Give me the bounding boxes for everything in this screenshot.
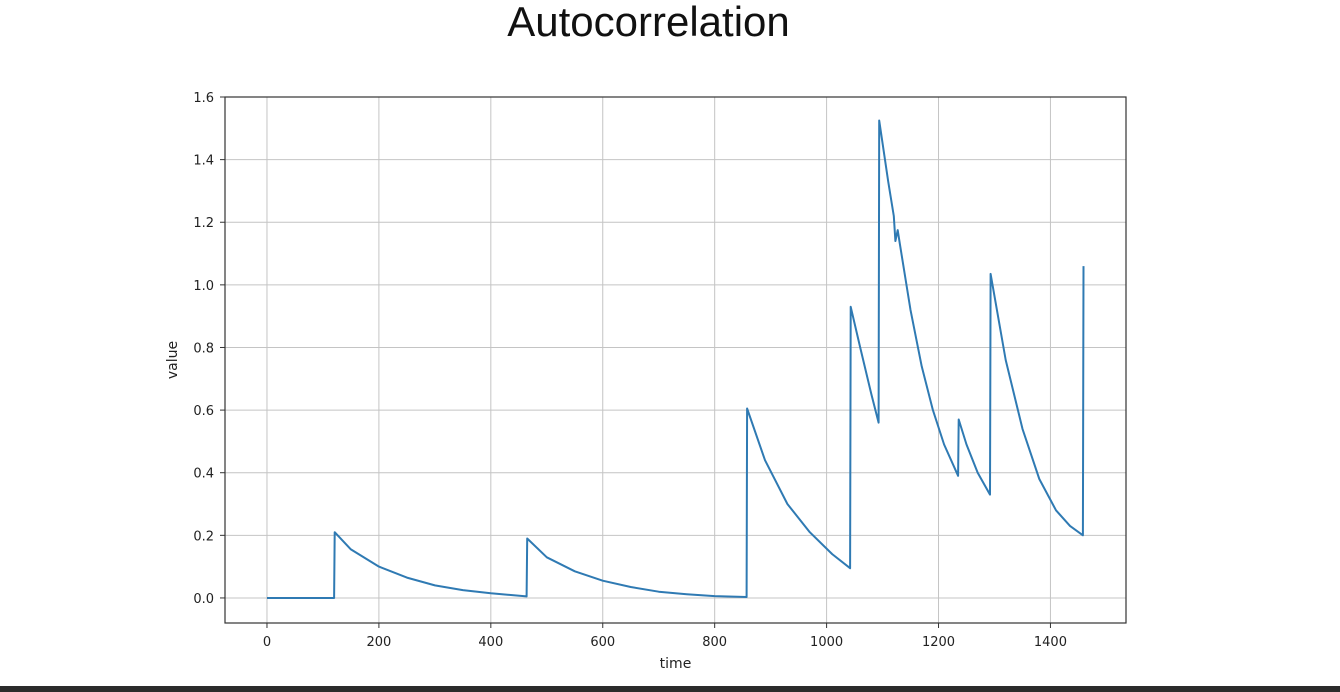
chart-title: Autocorrelation xyxy=(507,0,790,45)
y-tick-label: 1.2 xyxy=(193,216,214,231)
y-tick-label: 1.4 xyxy=(193,154,214,169)
x-tick-label: 0 xyxy=(263,635,271,650)
y-tick-label: 0.2 xyxy=(193,529,214,544)
grid-lines xyxy=(225,96,1126,623)
y-tick-label: 1.0 xyxy=(193,279,214,294)
x-tick-label: 200 xyxy=(366,635,391,650)
x-tick-label: 800 xyxy=(702,635,727,650)
bottom-bar xyxy=(0,686,1340,692)
x-tick-label: 1200 xyxy=(922,635,955,650)
y-tick-label: 0.4 xyxy=(193,467,214,482)
axis-ticks: 0 200 400 600 800 1000 1200 1400 0.0 0.2 0.4 0.6 0.8… xyxy=(193,91,1067,650)
y-tick-label: 0.6 xyxy=(193,404,214,419)
x-tick-label: 400 xyxy=(478,635,503,650)
x-tick-label: 1400 xyxy=(1034,635,1067,650)
plot-series xyxy=(267,119,1085,599)
y-tick-label: 1.6 xyxy=(193,91,214,106)
x-tick-label: 1000 xyxy=(810,635,843,650)
y-axis-label: value xyxy=(165,341,181,379)
y-tick-label: 0.8 xyxy=(193,341,214,356)
x-tick-label: 600 xyxy=(590,635,615,650)
y-tick-label: 0.0 xyxy=(193,592,214,607)
plot-frame xyxy=(224,96,1127,624)
series-line xyxy=(267,119,1085,599)
x-axis-label: time xyxy=(660,656,692,672)
